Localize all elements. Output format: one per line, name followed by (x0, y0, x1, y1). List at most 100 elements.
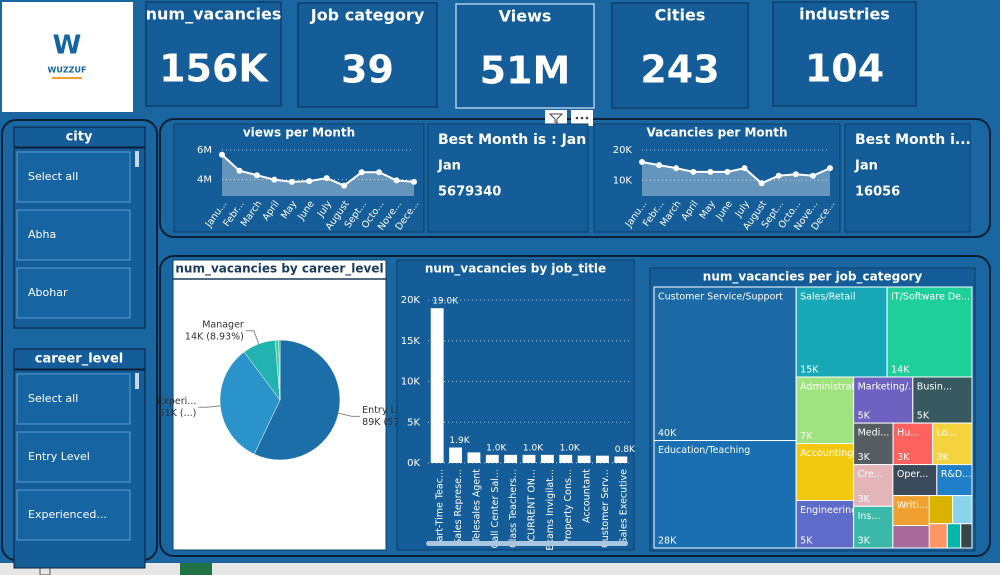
point (741, 165, 748, 172)
point (639, 158, 645, 165)
leader-line (338, 412, 361, 417)
treemap-label: Accounting... (800, 448, 862, 459)
point (656, 162, 663, 169)
bar (577, 455, 591, 463)
point (827, 165, 833, 172)
treemap-value: 28K (658, 536, 677, 547)
point (758, 180, 765, 187)
y-tick-label: 15K (401, 336, 421, 347)
point (707, 168, 714, 175)
point (792, 171, 799, 178)
treemap-cell (886, 286, 973, 378)
y-tick-label: 4M (197, 175, 212, 186)
best-title: Best Month i... (855, 132, 971, 148)
line (221, 153, 415, 187)
point (358, 169, 365, 176)
kpi-label: num_vacancies (146, 5, 282, 24)
kpi-value: 104 (805, 47, 884, 91)
point (809, 172, 816, 179)
x-tick-label: Customer Serv... (600, 469, 611, 548)
bar (467, 452, 481, 463)
treemap-value: 7K (800, 431, 813, 442)
bar (596, 455, 609, 463)
x-tick-label: Exams Invigilat... (545, 469, 556, 551)
treemap-cell (928, 495, 954, 525)
value-label: 1.9K (449, 436, 470, 446)
point (236, 167, 243, 174)
pie-category: Experi... (157, 396, 196, 407)
bar (430, 308, 444, 463)
slicer-item-label: Experienced... (28, 508, 107, 521)
point (673, 165, 680, 172)
x-tick-label: Sales Represe... (453, 469, 464, 545)
logo-name: WUZZUF (48, 66, 87, 75)
kpi-value: 156K (159, 47, 269, 91)
more-dot (580, 116, 584, 120)
y-tick-label: 20K (401, 295, 421, 306)
treemap-label: R&D... (941, 469, 971, 480)
treemap-value: 3K (937, 452, 950, 463)
treemap-value: 3K (897, 452, 910, 463)
bar (559, 454, 573, 463)
x-tick-label: Sales Executive (618, 469, 629, 544)
x-tick-label: Part-Time Teac... (435, 469, 446, 547)
pie-category: Entry Level (362, 405, 415, 416)
more-dot (585, 116, 589, 120)
sheet-tab (180, 563, 212, 575)
treemap-cell (853, 464, 894, 507)
treemap-label: Busin... (917, 382, 952, 393)
treemap-cell (892, 525, 930, 549)
treemap-cell (946, 523, 962, 549)
y-tick-label: 20K (613, 145, 633, 156)
kpi-value: 51M (480, 49, 571, 93)
area (222, 154, 414, 196)
slicer-item[interactable] (16, 267, 131, 319)
treemap-cell (653, 440, 797, 549)
x-tick-label: CURRENT ON... (527, 469, 538, 541)
treemap-cell (928, 523, 948, 549)
kpi-label: Cities (655, 6, 706, 25)
slicer-item-label: Abha (28, 228, 56, 241)
chart-title: num_vacancies per job_category (703, 270, 923, 285)
point (411, 178, 417, 185)
slicer-item[interactable] (16, 373, 131, 425)
kpi-value: 243 (640, 48, 719, 92)
treemap-cell (936, 464, 973, 497)
chart-title: views per Month (243, 126, 355, 140)
slicer-item[interactable] (16, 489, 131, 541)
treemap-cell (853, 422, 894, 466)
bar (504, 454, 518, 463)
bar (449, 447, 462, 463)
treemap-cell (853, 505, 894, 549)
treemap-label: Administrat... (800, 382, 864, 393)
slicer-title: career_level (35, 352, 123, 367)
kpi-card (611, 2, 749, 109)
y-tick-label: 5K (407, 417, 420, 428)
slicer-item[interactable] (16, 151, 131, 203)
pie-value-label: 89K (57....) (362, 417, 415, 428)
treemap-label: Customer Service/Support (658, 292, 783, 303)
y-tick-label: 10K (401, 377, 421, 388)
slicer-item-label: Select all (28, 392, 78, 405)
best-title: Best Month is : Jan (438, 132, 586, 148)
value-label: 0.8K (615, 445, 636, 455)
point (271, 176, 278, 183)
scrollbar (426, 541, 628, 546)
slicer-item[interactable] (16, 431, 131, 483)
slicer-scrollbar (135, 151, 139, 167)
pie-value-label: 14K (8.93%) (185, 331, 244, 342)
bar (540, 454, 554, 463)
treemap-label: Marketing/... (858, 382, 918, 393)
best-month: Jan (437, 159, 461, 174)
slicer-scrollbar (135, 373, 139, 389)
treemap-cell (952, 495, 973, 525)
kpi-label: Job category (310, 6, 425, 25)
area (642, 161, 830, 196)
slicer-item[interactable] (16, 209, 131, 261)
treemap-value: 40K (658, 428, 677, 439)
logo-box (2, 2, 133, 112)
bar (522, 454, 536, 463)
value-label: 1.0K (523, 443, 544, 453)
best-card (844, 123, 971, 233)
kpi-card (297, 2, 438, 108)
